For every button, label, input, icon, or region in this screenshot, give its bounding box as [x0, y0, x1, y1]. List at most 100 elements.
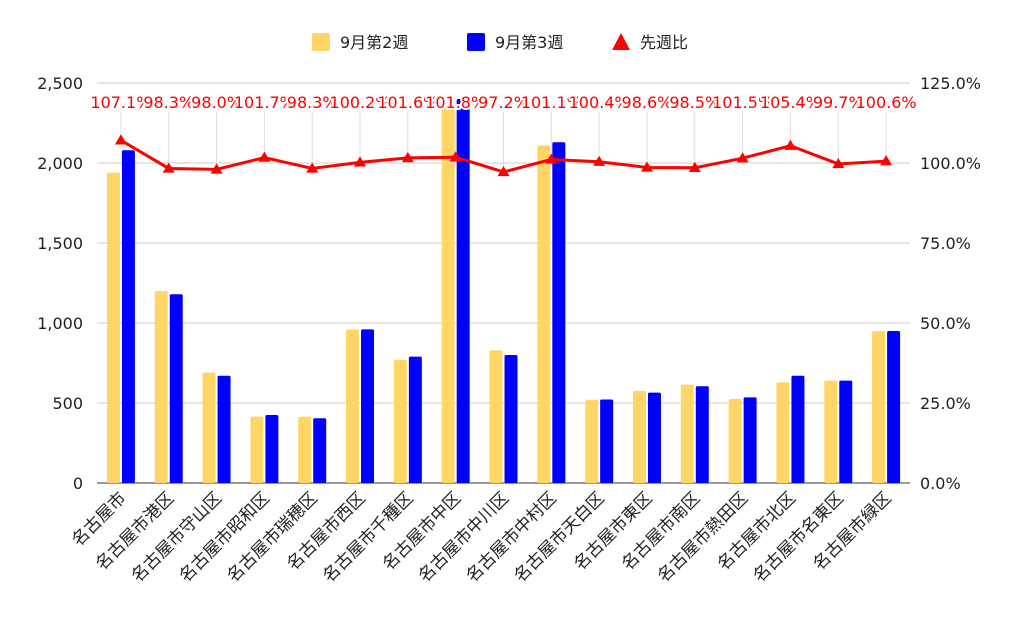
- ratio-label-halo: 101.1%: [521, 93, 582, 112]
- bar-week2: [872, 331, 886, 483]
- bar-week3: [121, 150, 135, 483]
- bar-week3: [217, 375, 231, 483]
- left-axis-tick-label: 0: [73, 474, 83, 493]
- right-axis-tick-label: 125.0%: [920, 74, 981, 93]
- ratio-label-halo: 101.6%: [377, 93, 438, 112]
- bar-week2: [776, 382, 790, 483]
- ratio-marker: [162, 162, 175, 173]
- bar-week2: [393, 359, 407, 483]
- ratio-data-label: 101.1%: [521, 93, 582, 112]
- ratio-data-label: 107.1%: [90, 93, 151, 112]
- ratio-label-halo: 100.4%: [569, 93, 630, 112]
- ratio-label-halo: 101.5%: [712, 93, 773, 112]
- legend: 9月第2週 9月第3週 先週比: [312, 33, 688, 52]
- ratio-label-halo: 100.2%: [330, 93, 391, 112]
- bar-week2: [441, 105, 455, 484]
- right-axis-tick-label: 0.0%: [920, 474, 961, 493]
- ratio-marker: [449, 151, 462, 162]
- bar-week3: [743, 397, 757, 483]
- bar-week3: [408, 356, 422, 483]
- bar-week2: [824, 380, 838, 483]
- ratio-marker: [258, 151, 271, 162]
- ratio-data-label: 98.3%: [287, 93, 338, 112]
- bar-week3: [552, 142, 566, 483]
- ratio-marker: [401, 151, 414, 163]
- ratio-data-label: 101.5%: [712, 93, 773, 112]
- ratio-marker: [784, 139, 797, 150]
- legend-label: 9月第2週: [340, 33, 408, 52]
- ratio-label-halo: 101.7%: [234, 93, 295, 112]
- ratio-data-label: 97.2%: [478, 93, 529, 112]
- bar-week3: [695, 386, 709, 483]
- bar-week3: [265, 415, 279, 483]
- bar-week2: [202, 372, 216, 483]
- ratio-marker: [354, 156, 367, 167]
- ratio-marker: [306, 162, 319, 173]
- bar-week2: [537, 145, 551, 483]
- ratio-marker: [114, 134, 127, 145]
- ratio-marker: [688, 161, 701, 172]
- ratio-label-halo: 97.2%: [478, 93, 529, 112]
- bar-week3: [313, 418, 327, 483]
- ratio-label-halo: 98.3%: [287, 93, 338, 112]
- ratio-data-label: 101.7%: [234, 93, 295, 112]
- ratio-label-halo: 107.1%: [90, 93, 151, 112]
- ratio-label-halo: 98.6%: [622, 93, 673, 112]
- bar-week3: [456, 99, 470, 483]
- ratio-data-label: 98.5%: [669, 93, 720, 112]
- ratio-data-label: 100.6%: [856, 93, 917, 112]
- bar-week2: [250, 416, 264, 483]
- left-axis-tick-label: 1,500: [37, 234, 83, 253]
- bar-week3: [887, 331, 901, 483]
- ratio-label-halo: 100.6%: [856, 93, 917, 112]
- bar-week2: [585, 399, 599, 483]
- ratio-data-label: 101.8%: [425, 93, 486, 112]
- ratio-data-label: 101.6%: [377, 93, 438, 112]
- ratio-data-label: 100.2%: [330, 93, 391, 112]
- ratio-marker: [497, 165, 510, 177]
- right-axis-tick-label: 100.0%: [920, 154, 981, 173]
- bars: [106, 99, 901, 484]
- bar-week2: [680, 384, 694, 483]
- legend-swatch: [312, 33, 330, 51]
- legend-label: 先週比: [640, 33, 688, 52]
- ratio-data-label: 98.0%: [191, 93, 242, 112]
- left-axis-tick-label: 500: [52, 394, 83, 413]
- left-axis-tick-label: 2,000: [37, 154, 83, 173]
- ratio-data-label: 98.6%: [622, 93, 673, 112]
- bar-week2: [106, 172, 120, 483]
- ratio-label-halo: 98.5%: [669, 93, 720, 112]
- left-axis-ticks: 0 500 1,000 1,500 2,000 2,500: [37, 74, 83, 493]
- right-axis-tick-label: 75.0%: [920, 234, 971, 253]
- bar-week2: [298, 416, 312, 483]
- right-axis-tick-label: 25.0%: [920, 394, 971, 413]
- ratio-label-halo: 98.0%: [191, 93, 242, 112]
- ratio-marker: [545, 153, 558, 164]
- label-leaders: [120, 112, 887, 168]
- left-axis-tick-label: 1,000: [37, 314, 83, 333]
- bar-week2: [154, 291, 168, 483]
- left-axis-tick-label: 2,500: [37, 74, 83, 93]
- ratio-data-label: 98.3%: [143, 93, 194, 112]
- right-axis-tick-label: 50.0%: [920, 314, 971, 333]
- right-axis-ticks: 0.0% 25.0% 50.0% 75.0% 100.0% 125.0%: [920, 74, 981, 493]
- legend-swatch: [612, 33, 630, 50]
- legend-swatch: [467, 33, 485, 51]
- ratio-data-label: 100.4%: [569, 93, 630, 112]
- ratio-data-label: 105.4%: [760, 93, 821, 112]
- legend-label: 9月第3週: [495, 33, 563, 52]
- ratio-marker: [880, 155, 893, 166]
- ratio-marker: [640, 161, 653, 172]
- ratio-label-halo: 98.3%: [143, 93, 194, 112]
- ratio-marker: [210, 163, 223, 174]
- bar-week3: [504, 355, 518, 483]
- bar-week3: [839, 380, 853, 483]
- bar-week3: [169, 294, 183, 483]
- ratio-marker: [832, 157, 845, 169]
- category-labels: 名古屋市名古屋市港区名古屋市守山区名古屋市昭和区名古屋市瑞穂区名古屋市西区名古屋…: [68, 488, 895, 586]
- ratio-label-halo: 99.7%: [813, 93, 864, 112]
- data-labels: 107.1%107.1%98.3%98.3%98.0%98.0%101.7%10…: [88, 91, 918, 114]
- ratio-label-halo: 105.4%: [760, 93, 821, 112]
